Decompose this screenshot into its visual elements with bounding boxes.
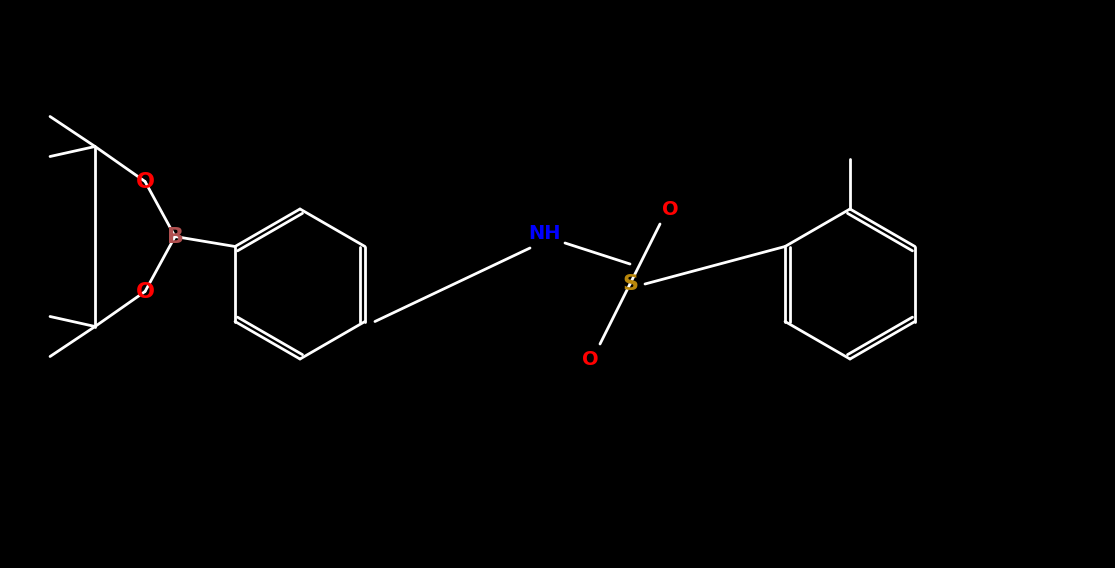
Text: NH: NH [529,223,561,243]
Text: O: O [582,349,599,369]
Text: B: B [166,227,184,247]
Text: S: S [622,274,638,294]
Text: O: O [136,172,155,191]
Text: O: O [661,199,678,219]
Text: O: O [136,282,155,302]
